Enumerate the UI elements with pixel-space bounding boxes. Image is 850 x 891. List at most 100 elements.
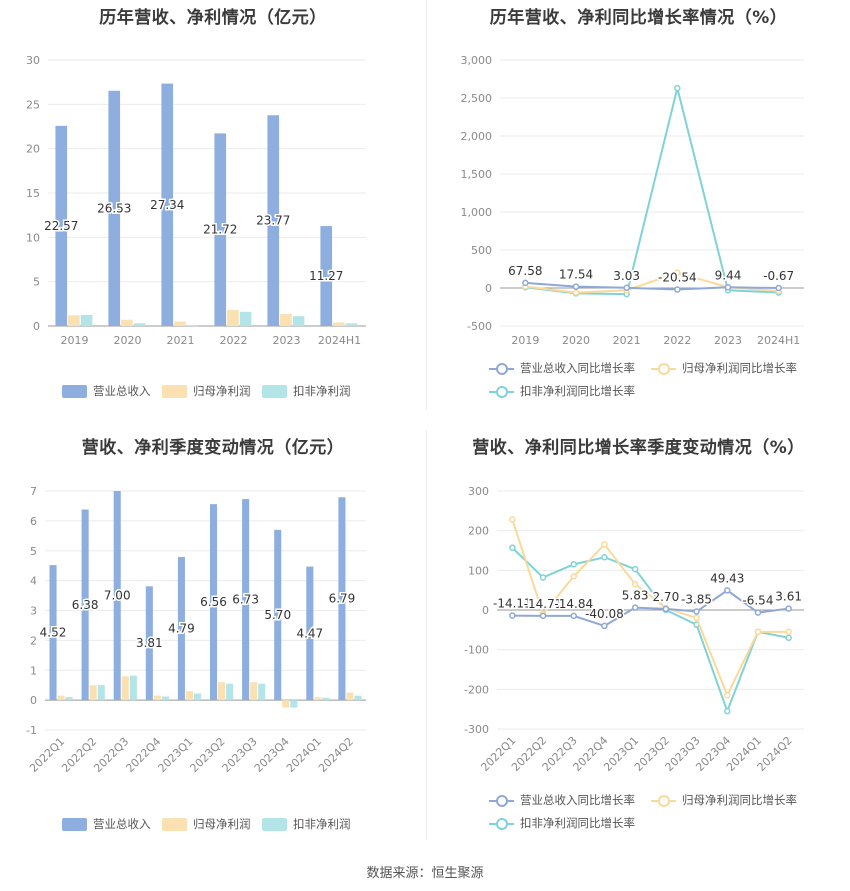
data-label: 7.00 [104,589,131,603]
data-label: 5.83 [622,589,649,603]
series-point-0 [601,622,608,630]
data-label: -6.54 [742,594,773,608]
bar-1 [174,321,186,326]
legend-item-net-growth[interactable]: 归母净利润同比增长率 [651,360,797,376]
series-point-2 [631,565,639,573]
annual-growth-chart: -500 0 500 1,000 1,500 2,000 2,500 3,000 2019 202… [461,54,804,347]
bar-1 [333,322,345,326]
bar-2 [292,316,305,326]
bar-0 [320,226,333,326]
legend-item-net-growth[interactable]: 归母净利润同比增长率 [651,792,797,808]
data-label: 4.79 [168,622,195,636]
y-tick-label: -500 [467,320,492,333]
chart-title: 历年营收、净利同比增长率情况（%） [489,8,788,28]
series-point-1 [693,614,700,622]
annual-growth-panel: 历年营收、净利同比增长率情况（%） -500 0 500 1,000 1,500 2,00… [427,0,850,416]
bar-2 [345,323,358,326]
data-label: 22.57 [44,219,78,233]
legend-item-revenue-growth[interactable]: 营业总收入同比增长率 [489,792,635,808]
y-tick-label: 5 [33,276,40,289]
bar-2 [194,693,202,701]
data-label: 27.34 [150,198,184,212]
legend-item-revenue-growth[interactable]: 营业总收入同比增长率 [489,360,635,376]
x-tick-label: 2019 [511,334,539,347]
y-tick-label: 200 [468,525,489,538]
bar-1 [280,314,292,326]
bar-0 [338,497,346,701]
x-tick-label: 2023 [273,334,301,347]
series-line-2 [525,87,779,296]
data-label: -40.08 [585,607,624,621]
series-point-1 [509,516,516,523]
y-tick-label: 6 [30,515,37,528]
series-point-0 [674,286,681,293]
data-label: 67.58 [508,264,542,278]
y-tick-label: 15 [26,187,40,200]
series-point-0 [631,604,639,611]
chart-legend: 营业总收入 归母净利润 扣非净利润 [62,383,402,403]
series-point-1 [674,269,681,277]
chart-legend: 营业总收入同比增长率 归母净利润同比增长率 扣非净利润同比增长率 [489,792,849,836]
bar-1 [218,682,226,701]
chart-title: 营收、净利同比增长率季度变动情况（%） [472,438,805,458]
legend-item-deducted-profit[interactable]: 扣非净利润 [262,816,351,832]
bar-0 [81,509,89,701]
legend-item-revenue[interactable]: 营业总收入 [62,383,151,399]
series-point-0 [572,283,580,290]
series-point-2 [570,561,577,568]
legend-item-revenue[interactable]: 营业总收入 [62,816,151,832]
bar-1 [185,691,194,701]
bar-0 [55,125,68,326]
y-tick-label: 2,000 [461,130,493,143]
y-tick-label: 500 [471,244,492,257]
quarterly-growth-chart: -300-200-10001002003002022Q12022Q22022Q3… [464,485,804,774]
legend-item-net-profit[interactable]: 归母净利润 [162,816,251,832]
bar-1 [314,697,322,701]
data-label: -14.11 [493,597,532,611]
data-label: 2.70 [652,590,679,604]
y-tick-label: 1,500 [461,168,493,181]
series-line-0 [512,589,789,627]
bar-2 [80,314,93,326]
series-point-2 [509,544,516,551]
bar-2 [354,695,362,701]
data-label: 5.70 [264,608,291,622]
x-tick-label: 2021 [167,334,195,347]
data-label: 49.43 [710,571,744,585]
series-point-1 [631,580,639,588]
data-label: 4.47 [296,626,323,640]
y-tick-label: 3 [30,605,37,618]
legend-item-deducted-growth[interactable]: 扣非净利润同比增长率 [489,815,635,831]
y-tick-label: 3,000 [461,54,493,67]
data-label: 26.53 [97,201,131,215]
x-tick-label: 2019 [61,334,89,347]
x-tick-label: 2023 [714,334,742,347]
data-label: -14.84 [554,597,593,611]
data-label: -3.85 [681,593,712,607]
series-point-1 [570,573,577,580]
bar-1 [227,310,239,326]
bar-2 [239,311,252,326]
series-point-0 [785,605,792,612]
x-tick-label: 2021 [613,334,641,347]
y-tick-label: 1 [30,664,37,677]
series-point-0 [539,612,547,620]
bar-0 [242,499,250,701]
legend-item-deducted-profit[interactable]: 扣非净利润 [262,383,351,399]
data-label: 9.44 [715,268,742,282]
data-label: 6.56 [200,595,227,609]
data-label: 17.54 [559,268,593,282]
legend-item-net-profit[interactable]: 归母净利润 [162,383,251,399]
x-tick-label: 2024H1 [318,334,361,347]
y-tick-label: 30 [26,54,40,67]
bar-1 [121,676,129,701]
legend-item-deducted-growth[interactable]: 扣非净利润同比增长率 [489,383,635,399]
series-point-0 [570,612,577,620]
bar-0 [145,586,153,701]
data-label: 6.73 [232,593,259,607]
annual-values-panel: 历年营收、净利情况（亿元） 0 5 10 15 20 25 30 2019 2020 2021 20… [0,0,426,416]
data-label: 11.27 [309,269,343,283]
data-label: 6.79 [329,592,356,606]
bar-0 [209,504,218,701]
y-tick-label: 1,000 [461,206,493,219]
